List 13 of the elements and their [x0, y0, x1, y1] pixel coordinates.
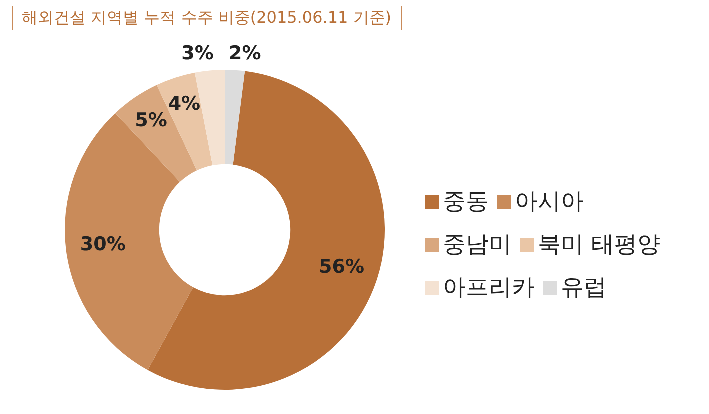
- data-label: 56%: [319, 256, 365, 278]
- data-label: 5%: [135, 109, 168, 132]
- data-label: 30%: [80, 233, 126, 256]
- chart-title: 해외건설 지역별 누적 수주 비중(2015.06.11 기준): [12, 6, 402, 30]
- data-label: 3%: [182, 42, 214, 65]
- legend-label: 아시아: [515, 188, 584, 217]
- legend-label: 북미 태평양: [538, 231, 660, 260]
- legend-label: 중남미: [443, 231, 512, 260]
- data-label: 2%: [229, 42, 262, 64]
- legend-label: 유럽: [561, 274, 607, 303]
- legend-label: 중동: [443, 188, 489, 217]
- data-label: 4%: [168, 93, 201, 116]
- legend-label: 아프리카: [443, 274, 535, 303]
